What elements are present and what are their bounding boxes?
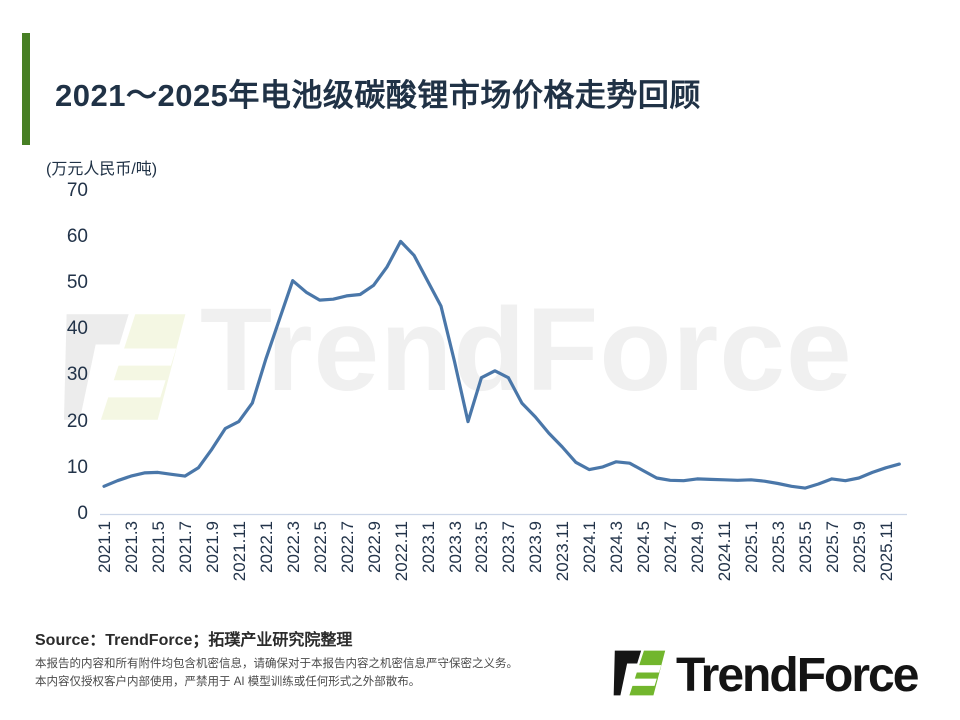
x-tick-label: 2021.3	[122, 521, 141, 573]
y-tick-label: 60	[66, 225, 88, 247]
x-tick-label: 2025.5	[796, 521, 815, 573]
trendforce-watermark-logo-icon	[63, 314, 186, 420]
trendforce-watermark-text: TrendForce	[200, 284, 853, 416]
x-tick-label: 2023.9	[526, 521, 546, 573]
x-tick-label: 2023.11	[553, 521, 573, 582]
x-tick-label: 2024.11	[715, 521, 735, 582]
title-accent-bar	[22, 33, 30, 145]
x-tick-label: 2022.3	[283, 521, 303, 573]
x-tick-label: 2024.3	[607, 521, 627, 573]
trendforce-logo-text: TrendForce	[676, 649, 919, 702]
y-tick-label: 40	[66, 318, 88, 340]
source-line: Source：TrendForce；拓璞产业研究院整理	[35, 632, 353, 649]
x-tick-label: 2022.5	[310, 521, 330, 573]
x-tick-label: 2024.1	[580, 521, 600, 573]
x-tick-label: 2022.1	[256, 521, 276, 573]
trendforce-logo-icon	[613, 650, 666, 696]
x-tick-label: 2021.9	[202, 521, 222, 573]
y-tick-label: 0	[77, 503, 88, 524]
y-tick-label: 50	[66, 272, 88, 293]
y-tick-label: 20	[66, 410, 88, 432]
price-line	[102, 239, 901, 490]
x-tick-label: 2023.1	[418, 521, 438, 573]
x-tick-label: 2024.9	[688, 521, 708, 573]
y-tick-label: 70	[66, 179, 88, 201]
x-tick-label: 2025.9	[849, 521, 869, 573]
x-tick-label: 2022.7	[337, 521, 357, 573]
x-tick-label: 2025.1	[742, 521, 761, 573]
x-tick-label: 2022.11	[391, 521, 411, 582]
x-tick-label: 2023.5	[472, 521, 492, 573]
x-tick-label: 2022.9	[364, 521, 384, 573]
x-tick-label: 2021.7	[175, 521, 195, 573]
y-axis-unit-label: (万元人民币/吨)	[46, 161, 158, 178]
x-tick-label: 2023.7	[499, 521, 519, 573]
x-tick-label: 2021.1	[95, 521, 114, 573]
y-tick-label: 30	[66, 364, 88, 386]
x-tick-label: 2025.7	[822, 521, 842, 573]
x-tick-label: 2024.5	[634, 521, 654, 573]
page-title: 2021～2025年电池级碳酸锂市场价格走势回顾	[55, 78, 701, 113]
x-tick-label: 2021.11	[229, 521, 249, 582]
x-tick-label: 2025.11	[876, 521, 896, 582]
y-tick-label: 10	[66, 456, 88, 478]
x-tick-label: 2025.3	[769, 521, 788, 573]
x-tick-label: 2024.7	[661, 521, 681, 573]
disclaimer-line-1: 本报告的内容和所有附件均包含机密信息，请确保对于本报告内容之机密信息严守保密之义…	[35, 658, 518, 670]
x-tick-label: 2023.3	[445, 521, 465, 573]
x-tick-label: 2021.5	[148, 521, 168, 573]
disclaimer-line-2: 本内容仅授权客户内部使用，严禁用于 AI 模型训练或任何形式之外部散布。	[35, 676, 421, 688]
